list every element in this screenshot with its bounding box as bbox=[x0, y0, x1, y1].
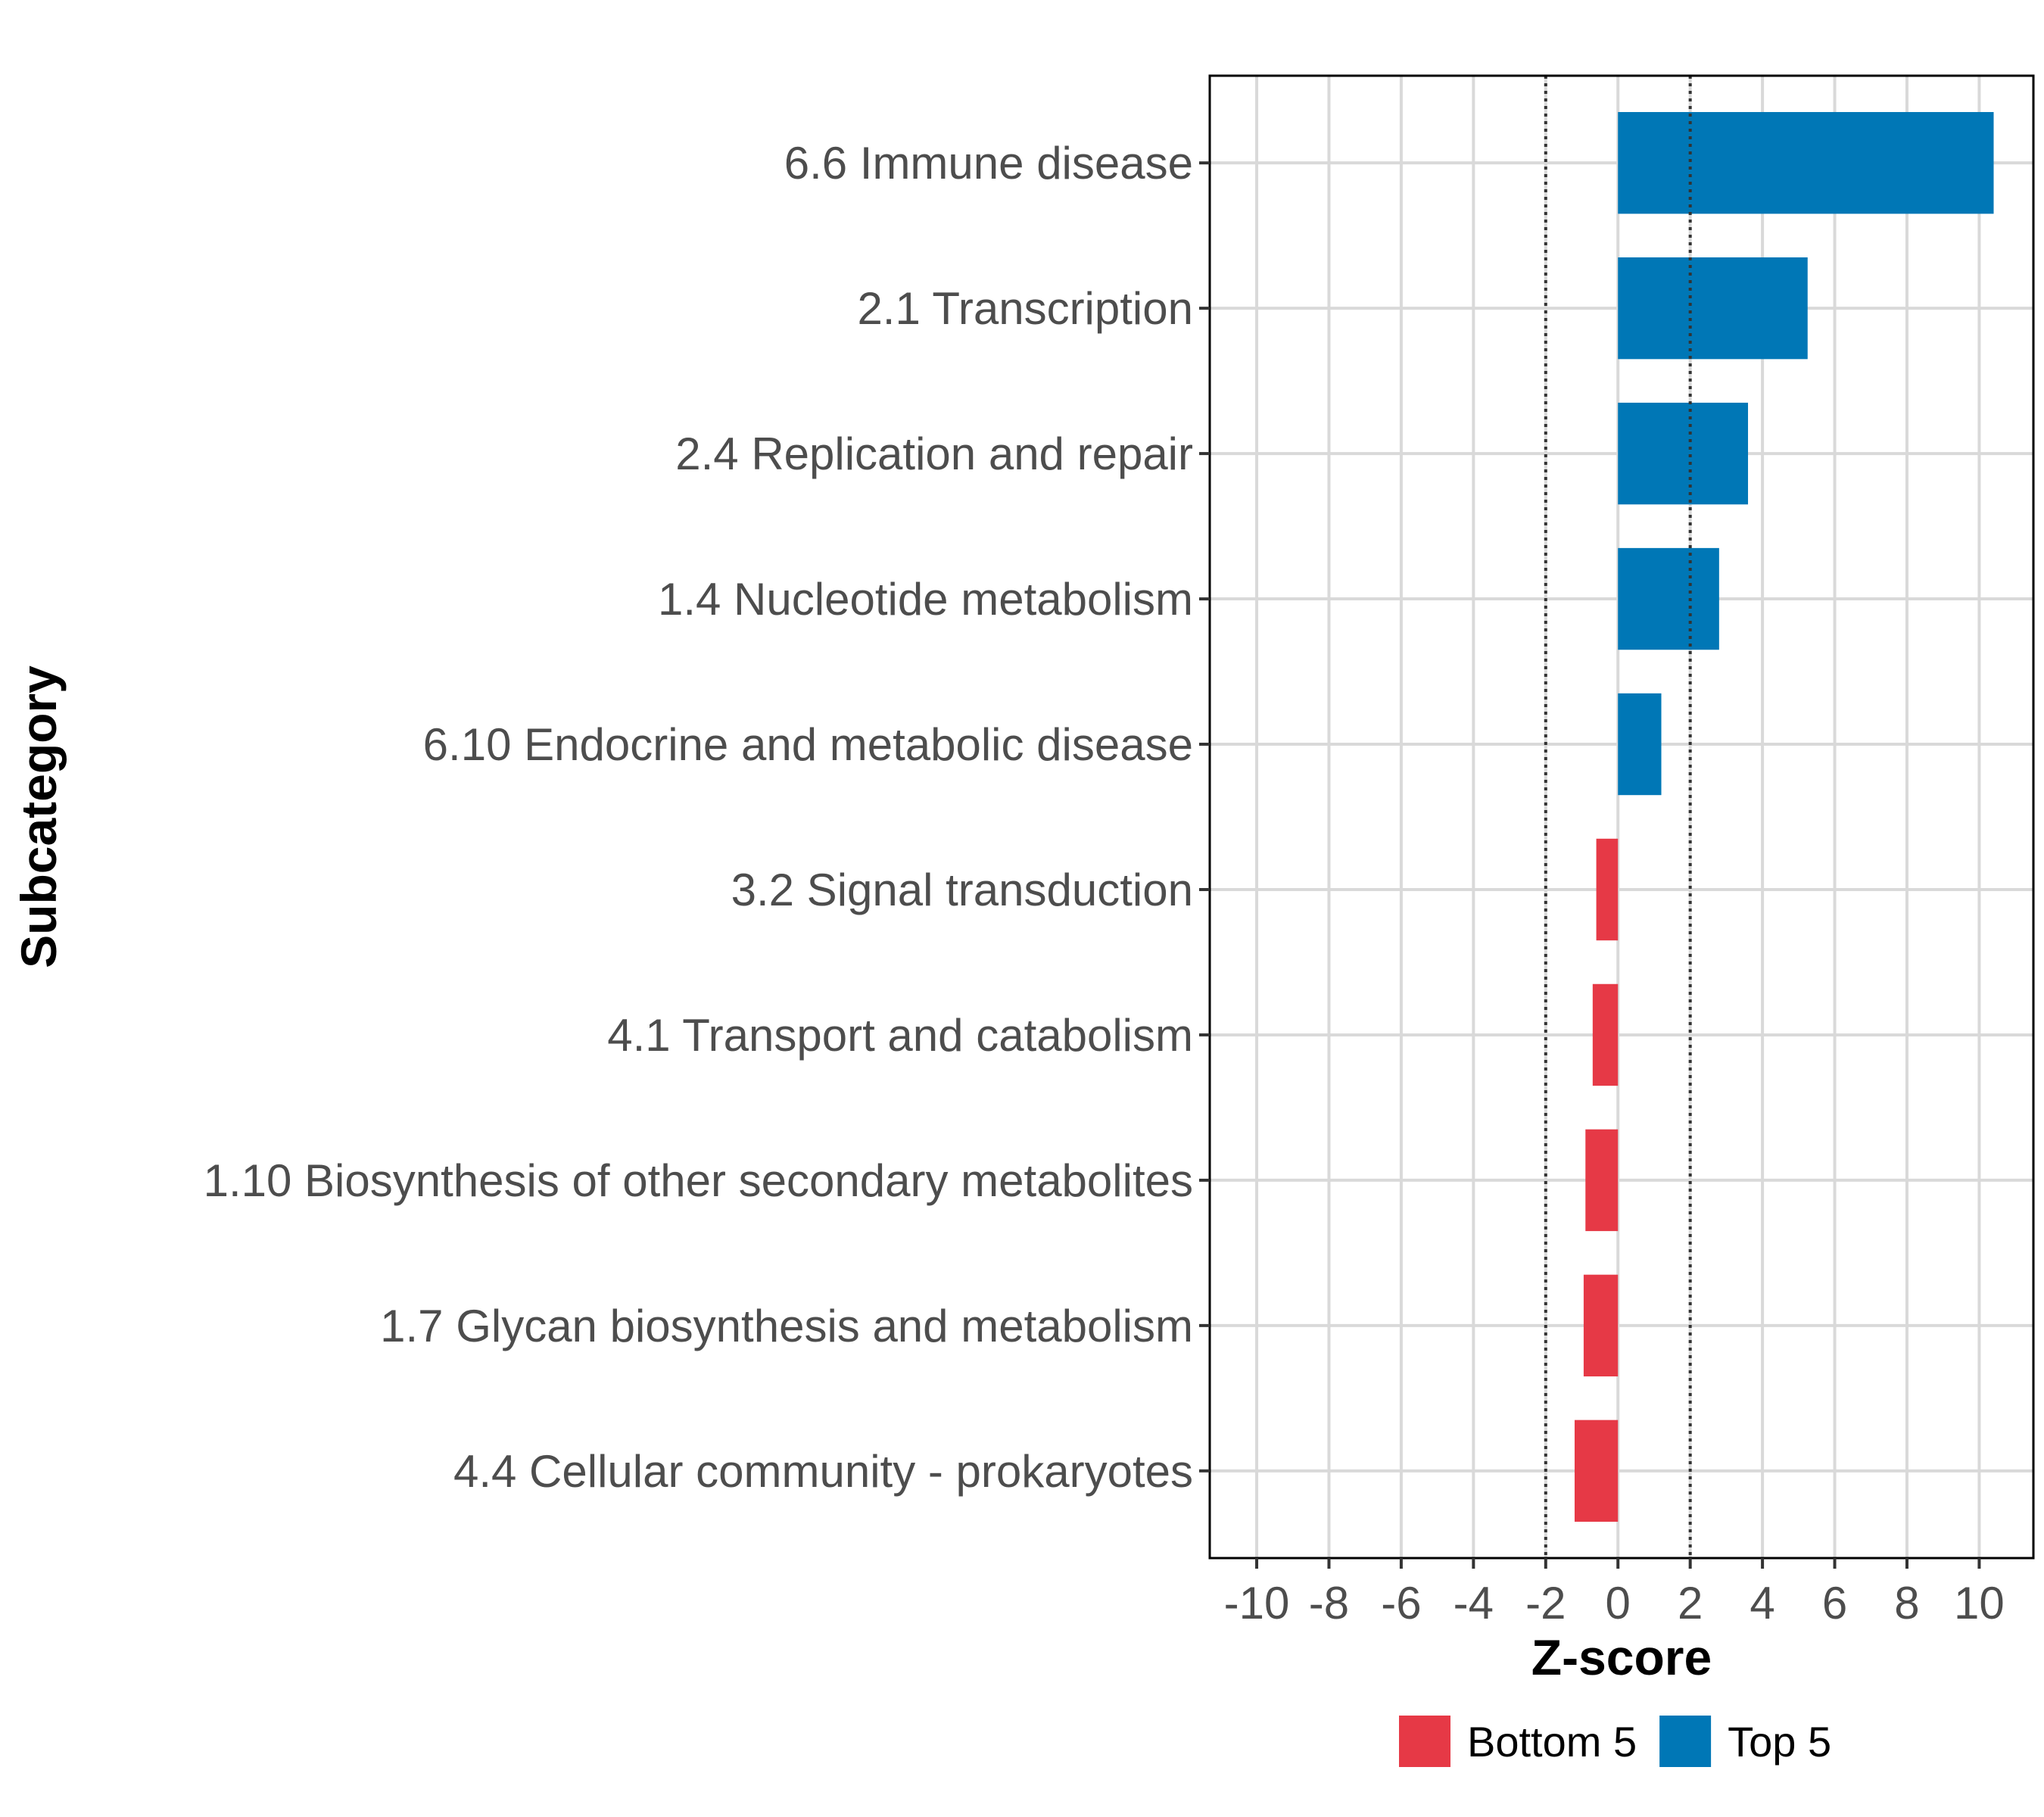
bar bbox=[1618, 257, 1808, 360]
category-label: 1.4 Nucleotide metabolism bbox=[658, 574, 1193, 625]
x-tick-label: -10 bbox=[1224, 1578, 1290, 1628]
bar bbox=[1583, 1274, 1619, 1377]
x-tick-label: -2 bbox=[1525, 1578, 1566, 1628]
x-tick-label: 0 bbox=[1606, 1578, 1631, 1628]
bar-layer bbox=[1574, 111, 1994, 1522]
legend-swatch bbox=[1659, 1716, 1712, 1767]
category-label: 1.10 Biosynthesis of other secondary met… bbox=[204, 1155, 1193, 1206]
x-tick-label: -4 bbox=[1454, 1578, 1494, 1628]
plot-panel-border bbox=[1208, 74, 2035, 1560]
legend-label: Bottom 5 bbox=[1467, 1718, 1637, 1766]
x-tick-label: 8 bbox=[1894, 1578, 1919, 1628]
category-label: 3.2 Signal transduction bbox=[731, 865, 1193, 915]
bar bbox=[1592, 983, 1619, 1086]
x-tick-label: 6 bbox=[1822, 1578, 1847, 1628]
bar bbox=[1574, 1420, 1619, 1522]
x-tick-label: 2 bbox=[1678, 1578, 1703, 1628]
legend-swatch bbox=[1399, 1716, 1450, 1767]
reference-lines bbox=[1544, 76, 1692, 1558]
x-axis-title: Z-score bbox=[1531, 1629, 1712, 1685]
category-label: 1.7 Glycan biosynthesis and metabolism bbox=[380, 1301, 1193, 1351]
category-label: 2.1 Transcription bbox=[857, 283, 1193, 334]
category-labels: 6.6 Immune disease 2.1 Transcription 2.4 R… bbox=[204, 138, 1193, 1497]
bar bbox=[1618, 111, 1994, 214]
axis-ticks bbox=[1199, 161, 1981, 1569]
x-tick-label: 10 bbox=[1954, 1578, 2005, 1628]
x-tick-labels: -10 -8 -6 -4 -2 0 2 4 6 8 10 bbox=[1224, 1578, 2005, 1628]
legend-label: Top 5 bbox=[1728, 1718, 1831, 1766]
y-axis-title: Subcategory bbox=[11, 665, 67, 968]
bar bbox=[1618, 693, 1662, 796]
x-tick-label: 4 bbox=[1750, 1578, 1774, 1628]
category-label: 6.6 Immune disease bbox=[784, 138, 1193, 189]
category-label: 2.4 Replication and repair bbox=[675, 429, 1193, 479]
bar bbox=[1618, 547, 1719, 650]
bar bbox=[1596, 838, 1619, 941]
x-tick-label: -8 bbox=[1309, 1578, 1349, 1628]
category-label: 4.1 Transport and catabolism bbox=[607, 1010, 1193, 1061]
legend: Bottom 5 Top 5 bbox=[1399, 1716, 1831, 1767]
category-label: 6.10 Endocrine and metabolic disease bbox=[423, 719, 1193, 770]
x-tick-label: -6 bbox=[1381, 1578, 1421, 1628]
category-label: 4.4 Cellular community - prokaryotes bbox=[453, 1446, 1193, 1497]
bar bbox=[1585, 1129, 1619, 1232]
bar bbox=[1618, 402, 1749, 505]
